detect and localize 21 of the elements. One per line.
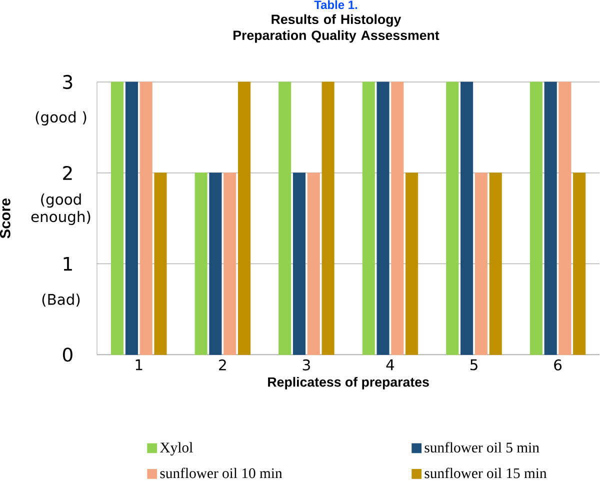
legend-label: sunflower oil 15 min	[424, 468, 547, 478]
x-tick-label: 4	[386, 359, 394, 370]
x-tick-label: 6	[554, 359, 562, 370]
y-tick-label: 1	[64, 256, 72, 271]
y-tick-label: 0	[62, 348, 72, 362]
legend-label: Xylol	[160, 442, 193, 456]
legend-label: sunflower oil 5 min	[424, 442, 540, 453]
text: (Bad)	[42, 294, 80, 307]
x-tick-label: 1	[136, 359, 142, 370]
text: (good enough)	[31, 193, 90, 226]
chart-title: Results of Histology Preparation Quality Assessment	[234, 14, 440, 43]
x-tick-label: 3	[302, 359, 310, 370]
x-tick-label: 5	[470, 359, 478, 370]
y-tick-label: 3	[63, 74, 72, 90]
caption: Table 1.	[314, 0, 358, 10]
x-axis-title: Replicatess of preparates	[268, 376, 429, 390]
text: (good )	[36, 111, 86, 126]
legend-label: sunflower oil 10 min	[160, 468, 282, 478]
x-tick-label: 2	[219, 359, 226, 370]
y-axis-title: Score	[0, 198, 10, 238]
y-tick-label: 2	[63, 166, 72, 180]
